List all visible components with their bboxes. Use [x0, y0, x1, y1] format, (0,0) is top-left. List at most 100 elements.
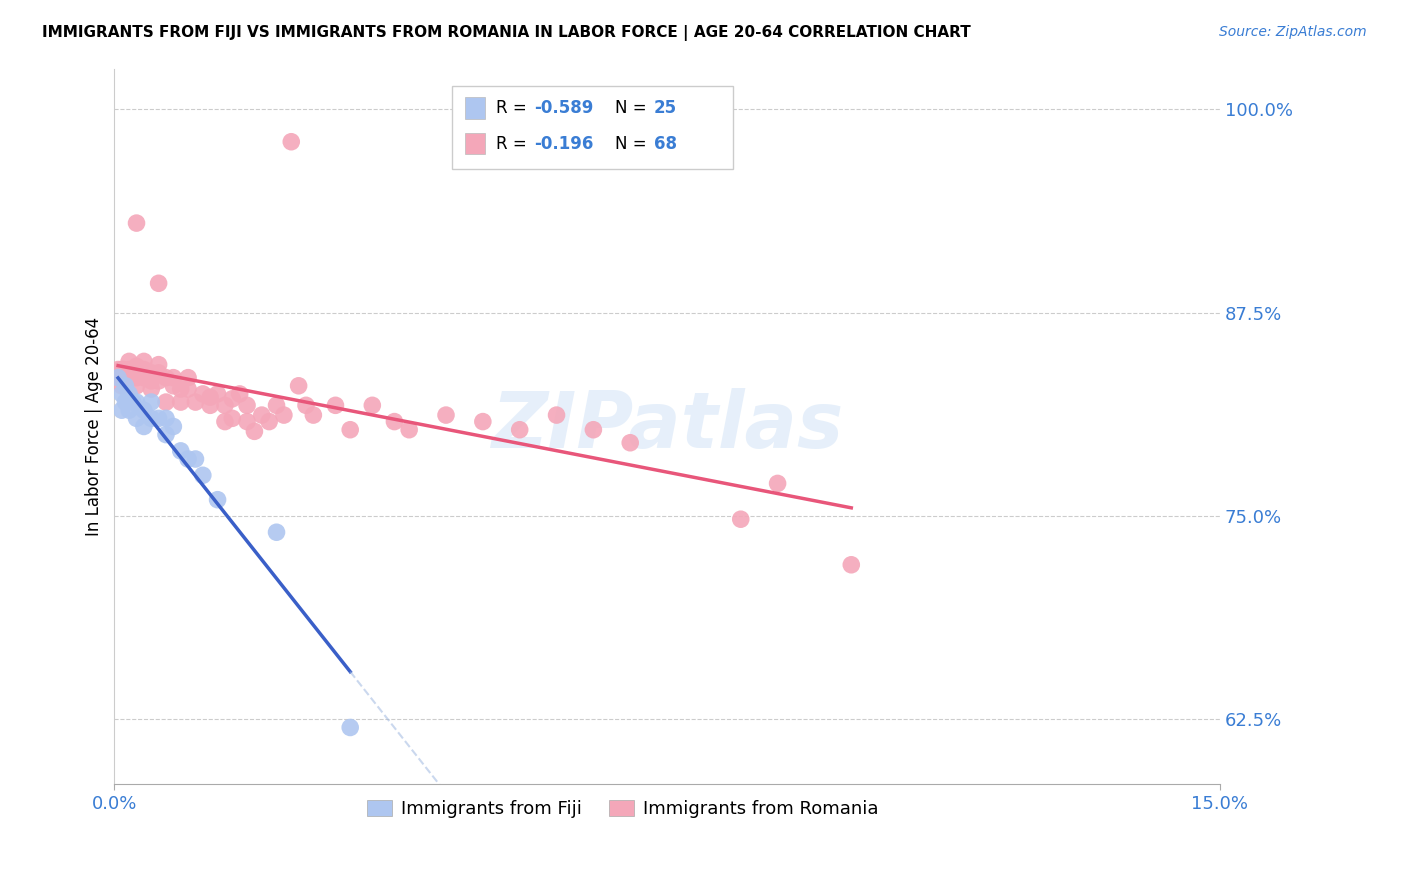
Point: [155, 427, 177, 442]
Point: [148, 411, 170, 425]
Point: [155, 411, 177, 425]
Point: [250, 408, 273, 422]
Point: [141, 395, 163, 409]
Point: [125, 379, 148, 393]
Point: [125, 395, 148, 409]
Point: [132, 354, 155, 368]
Point: [118, 403, 141, 417]
Point: [295, 398, 318, 412]
Point: [170, 382, 193, 396]
Point: [361, 398, 384, 412]
Point: [114, 370, 136, 384]
Point: [125, 359, 148, 374]
FancyBboxPatch shape: [451, 87, 734, 169]
Point: [125, 216, 148, 230]
Point: [177, 370, 200, 384]
Point: [114, 395, 136, 409]
Point: [766, 476, 789, 491]
Point: [125, 411, 148, 425]
Point: [111, 387, 134, 401]
Text: -0.196: -0.196: [534, 135, 593, 153]
Point: [191, 387, 214, 401]
Text: 68: 68: [654, 135, 676, 153]
Point: [162, 370, 184, 384]
Point: [582, 423, 605, 437]
Point: [141, 374, 163, 388]
Point: [177, 452, 200, 467]
Point: [184, 395, 207, 409]
Point: [155, 395, 177, 409]
Point: [132, 362, 155, 376]
Point: [266, 398, 288, 412]
Point: [509, 423, 531, 437]
Point: [118, 354, 141, 368]
Point: [132, 403, 155, 417]
Point: [148, 374, 170, 388]
Text: 25: 25: [654, 99, 676, 117]
Point: [114, 379, 136, 393]
Point: [111, 362, 134, 376]
Legend: Immigrants from Fiji, Immigrants from Romania: Immigrants from Fiji, Immigrants from Ro…: [360, 793, 886, 825]
Text: N =: N =: [614, 135, 652, 153]
Point: [111, 379, 134, 393]
Point: [339, 721, 361, 735]
Point: [118, 362, 141, 376]
Point: [619, 435, 641, 450]
FancyBboxPatch shape: [465, 97, 485, 119]
Point: [121, 395, 143, 409]
Point: [184, 452, 207, 467]
Point: [111, 370, 134, 384]
Point: [200, 390, 222, 404]
Point: [221, 411, 243, 425]
Point: [280, 135, 302, 149]
FancyBboxPatch shape: [465, 133, 485, 154]
Point: [148, 366, 170, 380]
Point: [170, 443, 193, 458]
Point: [132, 370, 155, 384]
Point: [214, 415, 236, 429]
Point: [125, 362, 148, 376]
Point: [170, 395, 193, 409]
Point: [266, 525, 288, 540]
Point: [141, 382, 163, 396]
Point: [302, 408, 325, 422]
Point: [141, 366, 163, 380]
Y-axis label: In Labor Force | Age 20-64: In Labor Force | Age 20-64: [86, 317, 103, 536]
Point: [339, 423, 361, 437]
Text: -0.589: -0.589: [534, 99, 593, 117]
Point: [273, 408, 295, 422]
Point: [287, 379, 309, 393]
Point: [111, 403, 134, 417]
Text: N =: N =: [614, 99, 652, 117]
Point: [162, 379, 184, 393]
Point: [384, 415, 406, 429]
Point: [121, 366, 143, 380]
Point: [207, 387, 229, 401]
Point: [200, 398, 222, 412]
Point: [236, 398, 259, 412]
Point: [155, 370, 177, 384]
Point: [148, 358, 170, 372]
Point: [257, 415, 280, 429]
Point: [221, 392, 243, 406]
Point: [112, 362, 135, 376]
Point: [141, 411, 163, 425]
Point: [177, 382, 200, 396]
Point: [236, 415, 259, 429]
Point: [118, 387, 141, 401]
Text: Source: ZipAtlas.com: Source: ZipAtlas.com: [1219, 25, 1367, 39]
Point: [191, 468, 214, 483]
Point: [132, 419, 155, 434]
Point: [125, 370, 148, 384]
Point: [325, 398, 347, 412]
Point: [214, 398, 236, 412]
Text: R =: R =: [496, 99, 531, 117]
Point: [243, 425, 266, 439]
Point: [107, 370, 129, 384]
Point: [162, 419, 184, 434]
Text: IMMIGRANTS FROM FIJI VS IMMIGRANTS FROM ROMANIA IN LABOR FORCE | AGE 20-64 CORRE: IMMIGRANTS FROM FIJI VS IMMIGRANTS FROM …: [42, 25, 972, 41]
Point: [118, 370, 141, 384]
Point: [730, 512, 752, 526]
Text: R =: R =: [496, 135, 531, 153]
Point: [398, 423, 420, 437]
